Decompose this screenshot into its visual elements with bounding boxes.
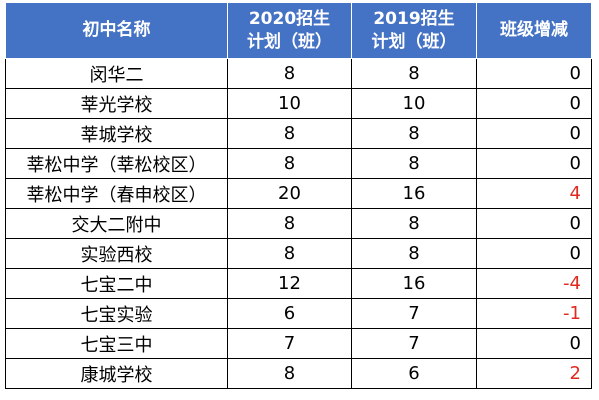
cell-class-change: 0 — [476, 148, 592, 179]
cell-school-name: 闵华二 — [5, 58, 228, 89]
cell-plan-2019: 16 — [351, 178, 477, 209]
cell-plan-2019: 6 — [351, 358, 477, 389]
cell-plan-2019: 8 — [351, 58, 477, 89]
cell-plan-2020: 8 — [227, 358, 352, 389]
cell-plan-2019: 8 — [351, 148, 477, 179]
cell-plan-2020: 8 — [227, 208, 352, 239]
table-row: 莘光学校 10 10 0 — [5, 88, 592, 119]
cell-school-name: 康城学校 — [5, 358, 228, 389]
cell-plan-2020: 10 — [227, 88, 352, 119]
table-row: 交大二附中 8 8 0 — [5, 208, 592, 239]
cell-plan-2019: 16 — [351, 268, 477, 299]
cell-plan-2019: 8 — [351, 118, 477, 149]
header-school-name: 初中名称 — [5, 2, 228, 59]
cell-school-name: 七宝实验 — [5, 298, 228, 329]
table-row: 实验西校 8 8 0 — [5, 238, 592, 269]
cell-school-name: 实验西校 — [5, 238, 228, 269]
cell-school-name: 交大二附中 — [5, 208, 228, 239]
table-header: 初中名称 2020招生 计划（班） 2019招生 计划（班） 班级增减 — [5, 2, 592, 59]
cell-plan-2020: 8 — [227, 58, 352, 89]
cell-school-name: 七宝二中 — [5, 268, 228, 299]
cell-class-change: 4 — [476, 178, 592, 209]
table-row: 七宝三中 7 7 0 — [5, 328, 592, 359]
cell-plan-2020: 8 — [227, 238, 352, 269]
cell-class-change: 0 — [476, 328, 592, 359]
cell-school-name: 莘松中学（莘松校区） — [5, 148, 228, 179]
cell-class-change: 0 — [476, 118, 592, 149]
cell-plan-2020: 8 — [227, 148, 352, 179]
cell-class-change: -1 — [476, 298, 592, 329]
table-row: 七宝实验 6 7 -1 — [5, 298, 592, 329]
cell-plan-2020: 6 — [227, 298, 352, 329]
table-row: 莘松中学（春申校区） 20 16 4 — [5, 178, 592, 209]
header-plan-2020: 2020招生 计划（班） — [227, 2, 352, 59]
cell-plan-2020: 7 — [227, 328, 352, 359]
cell-plan-2019: 7 — [351, 298, 477, 329]
header-plan-2020-line1: 2020招生 — [248, 8, 331, 29]
header-row: 初中名称 2020招生 计划（班） 2019招生 计划（班） 班级增减 — [5, 2, 592, 59]
cell-class-change: 2 — [476, 358, 592, 389]
cell-school-name: 七宝三中 — [5, 328, 228, 359]
header-plan-2019-line2: 计划（班） — [371, 31, 457, 52]
cell-plan-2020: 20 — [227, 178, 352, 209]
table-row: 七宝二中 12 16 -4 — [5, 268, 592, 299]
header-plan-2019: 2019招生 计划（班） — [351, 2, 477, 59]
table-row: 闵华二 8 8 0 — [5, 58, 592, 89]
cell-plan-2020: 8 — [227, 118, 352, 149]
table-row: 康城学校 8 6 2 — [5, 358, 592, 389]
cell-plan-2019: 7 — [351, 328, 477, 359]
header-class-change: 班级增减 — [476, 2, 592, 59]
table-row: 莘城学校 8 8 0 — [5, 118, 592, 149]
cell-class-change: 0 — [476, 88, 592, 119]
table-row: 莘松中学（莘松校区） 8 8 0 — [5, 148, 592, 179]
cell-plan-2019: 8 — [351, 208, 477, 239]
cell-plan-2019: 8 — [351, 238, 477, 269]
header-plan-2019-line1: 2019招生 — [373, 8, 455, 29]
cell-class-change: 0 — [476, 58, 592, 89]
cell-plan-2019: 10 — [351, 88, 477, 119]
cell-class-change: 0 — [476, 238, 592, 269]
cell-school-name: 莘城学校 — [5, 118, 228, 149]
header-plan-2020-line2: 计划（班） — [247, 31, 332, 52]
cell-class-change: -4 — [476, 268, 592, 299]
enrollment-plan-table-container: 初中名称 2020招生 计划（班） 2019招生 计划（班） 班级增减 闵华二 8… — [5, 2, 592, 389]
cell-plan-2020: 12 — [227, 268, 352, 299]
enrollment-plan-table: 初中名称 2020招生 计划（班） 2019招生 计划（班） 班级增减 闵华二 8… — [5, 2, 592, 389]
table-body: 闵华二 8 8 0 莘光学校 10 10 0 莘城学校 8 8 0 莘松中学（莘松校区） 8 8 0 莘松中学（… — [5, 58, 592, 389]
cell-school-name: 莘松中学（春申校区） — [5, 178, 228, 209]
cell-school-name: 莘光学校 — [5, 88, 228, 119]
cell-class-change: 0 — [476, 208, 592, 239]
